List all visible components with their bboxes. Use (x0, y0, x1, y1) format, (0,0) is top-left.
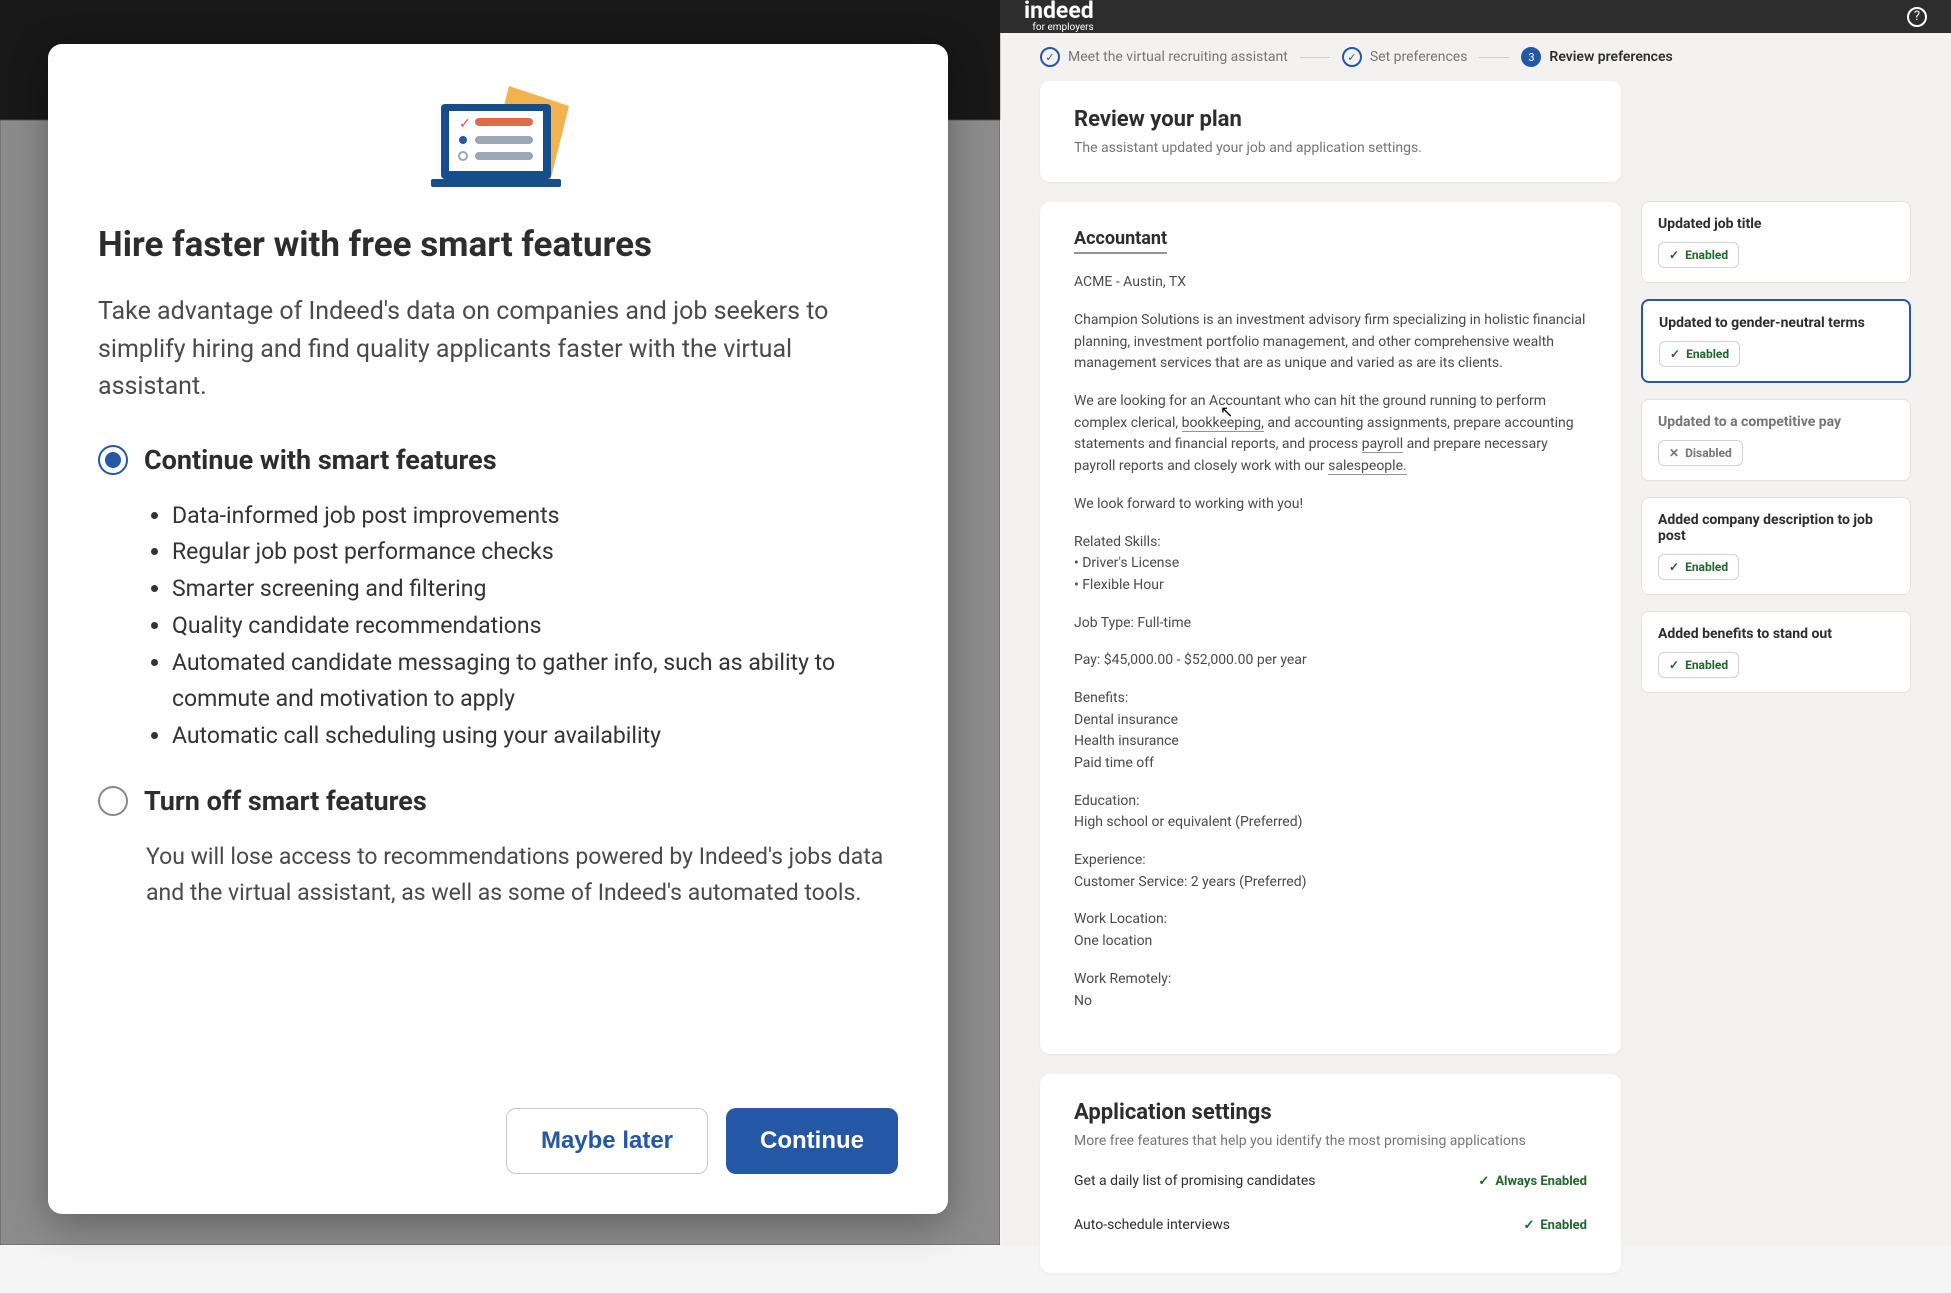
app-setting-status: ✓Always Enabled (1478, 1174, 1587, 1189)
help-icon[interactable]: ? (1907, 7, 1927, 27)
app-settings-title: Application settings (1074, 1100, 1587, 1125)
step-set-preferences[interactable]: Set preferences (1342, 47, 1468, 67)
job-paragraph: Champion Solutions is an investment advi… (1074, 310, 1587, 375)
check-icon: ✓ (1669, 658, 1679, 672)
job-benefits: Benefits: Dental insurance Health insura… (1074, 688, 1587, 775)
step-review-preferences[interactable]: 3 Review preferences (1521, 47, 1672, 67)
app-setting-status: ✓Enabled (1523, 1218, 1587, 1233)
side-card-title: Added benefits to stand out (1658, 626, 1894, 642)
svg-text:✓: ✓ (459, 116, 471, 132)
stepper: Meet the virtual recruiting assistant Se… (1000, 33, 1951, 81)
content-row: Review your plan The assistant updated y… (1000, 81, 1951, 1293)
option-turn-off: Turn off smart features You will lose ac… (98, 785, 898, 910)
app-setting-row: Auto-schedule interviews ✓Enabled (1074, 1203, 1587, 1247)
side-card-benefits[interactable]: Added benefits to stand out ✓Enabled (1641, 611, 1911, 693)
step-separator (1479, 57, 1509, 58)
option-turn-off-title: Turn off smart features (144, 785, 427, 817)
check-icon: ✓ (1669, 560, 1679, 574)
status-badge: ✓Enabled (1659, 341, 1740, 367)
left-panel: ✓ Hire faster with free smart features T… (0, 0, 1000, 1245)
check-icon: ✓ (1523, 1218, 1534, 1233)
job-education: Education: High school or equivalent (Pr… (1074, 791, 1587, 834)
job-title: Accountant (1074, 228, 1167, 254)
job-experience: Experience: Customer Service: 2 years (P… (1074, 850, 1587, 893)
radio-continue-smart[interactable] (98, 445, 128, 475)
maybe-later-button[interactable]: Maybe later (506, 1108, 708, 1174)
smart-features-modal: ✓ Hire faster with free smart features T… (48, 44, 948, 1214)
side-card-title: Added company description to job post (1658, 512, 1894, 544)
job-body: Champion Solutions is an investment advi… (1074, 310, 1587, 1012)
side-card-title: Updated to a competitive pay (1658, 414, 1894, 430)
check-icon: ✓ (1478, 1174, 1489, 1189)
underlined-term: salespeople. (1328, 458, 1407, 475)
status-badge: ✓Enabled (1658, 242, 1739, 268)
list-item: Smarter screening and filtering (172, 571, 898, 608)
job-paragraph: We look forward to working with you! (1074, 494, 1587, 516)
step-number-icon: 3 (1521, 47, 1541, 67)
job-post-card: Accountant ACME - Austin, TX Champion So… (1040, 202, 1621, 1054)
step-meet-assistant[interactable]: Meet the virtual recruiting assistant (1040, 47, 1288, 67)
side-card-company-desc[interactable]: Added company description to job post ✓E… (1641, 497, 1911, 595)
list-item: Data-informed job post improvements (172, 498, 898, 535)
modal-footer: Maybe later Continue (98, 1108, 898, 1174)
related-skills: Related Skills: • Driver's License • Fle… (1074, 532, 1587, 597)
logo-subtext: for employers (1024, 22, 1094, 33)
cursor-icon: ↖ (1220, 402, 1233, 421)
status-badge: ✕Disabled (1658, 440, 1743, 466)
modal-title: Hire faster with free smart features (98, 224, 898, 265)
right-panel: indeed for employers ? Meet the virtual … (1000, 0, 1951, 1245)
job-paragraph: We are looking for an Accountant who can… (1074, 391, 1587, 478)
check-icon: ✓ (1670, 347, 1680, 361)
continue-button[interactable]: Continue (726, 1108, 898, 1174)
option-continue-smart: Continue with smart features Data-inform… (98, 444, 898, 756)
modal-illustration: ✓ (98, 84, 898, 194)
side-card-competitive-pay[interactable]: Updated to a competitive pay ✕Disabled (1641, 399, 1911, 481)
app-setting-row: Get a daily list of promising candidates… (1074, 1159, 1587, 1203)
radio-turn-off[interactable] (98, 786, 128, 816)
job-remote: Work Remotely: No (1074, 969, 1587, 1012)
review-plan-card: Review your plan The assistant updated y… (1040, 81, 1621, 182)
laptop-illustration-icon: ✓ (401, 84, 596, 194)
option-continue-list: Data-informed job post improvements Regu… (98, 498, 898, 756)
modal-subtitle: Take advantage of Indeed's data on compa… (98, 293, 898, 406)
x-icon: ✕ (1669, 446, 1679, 460)
step-separator (1300, 57, 1330, 58)
job-pay: Pay: $45,000.00 - $52,000.00 per year (1074, 650, 1587, 672)
list-item: Regular job post performance checks (172, 534, 898, 571)
side-card-updated-title[interactable]: Updated job title ✓Enabled (1641, 201, 1911, 283)
check-icon: ✓ (1669, 248, 1679, 262)
step-label: Set preferences (1370, 49, 1468, 65)
status-badge: ✓Enabled (1658, 652, 1739, 678)
job-type: Job Type: Full-time (1074, 613, 1587, 635)
job-meta: ACME - Austin, TX (1074, 274, 1587, 290)
side-card-title: Updated to gender-neutral terms (1659, 315, 1893, 331)
underlined-term: payroll (1362, 436, 1403, 453)
step-label: Meet the virtual recruiting assistant (1068, 49, 1288, 65)
list-item: Automatic call scheduling using your ava… (172, 718, 898, 755)
side-card-title: Updated job title (1658, 216, 1894, 232)
main-column: Review your plan The assistant updated y… (1040, 81, 1621, 1273)
indeed-logo[interactable]: indeed for employers (1024, 0, 1094, 33)
app-settings-subtitle: More free features that help you identif… (1074, 1133, 1587, 1149)
application-settings-card: Application settings More free features … (1040, 1074, 1621, 1273)
logo-text: indeed (1024, 0, 1094, 24)
top-bar: indeed for employers ? (1000, 0, 1951, 33)
list-item: Automated candidate messaging to gather … (172, 645, 898, 719)
job-location: Work Location: One location (1074, 909, 1587, 952)
option-turn-off-desc: You will lose access to recommendations … (98, 839, 898, 910)
step-check-icon (1040, 47, 1060, 67)
review-plan-title: Review your plan (1074, 107, 1587, 132)
app-setting-label: Get a daily list of promising candidates (1074, 1173, 1315, 1189)
review-plan-subtitle: The assistant updated your job and appli… (1074, 140, 1587, 156)
step-check-icon (1342, 47, 1362, 67)
app-setting-label: Auto-schedule interviews (1074, 1217, 1230, 1233)
side-card-gender-neutral[interactable]: Updated to gender-neutral terms ✓Enabled (1641, 299, 1911, 383)
list-item: Quality candidate recommendations (172, 608, 898, 645)
side-column: Updated job title ✓Enabled Updated to ge… (1641, 201, 1911, 1273)
status-badge: ✓Enabled (1658, 554, 1739, 580)
option-continue-title: Continue with smart features (144, 444, 497, 476)
step-label: Review preferences (1549, 49, 1672, 65)
